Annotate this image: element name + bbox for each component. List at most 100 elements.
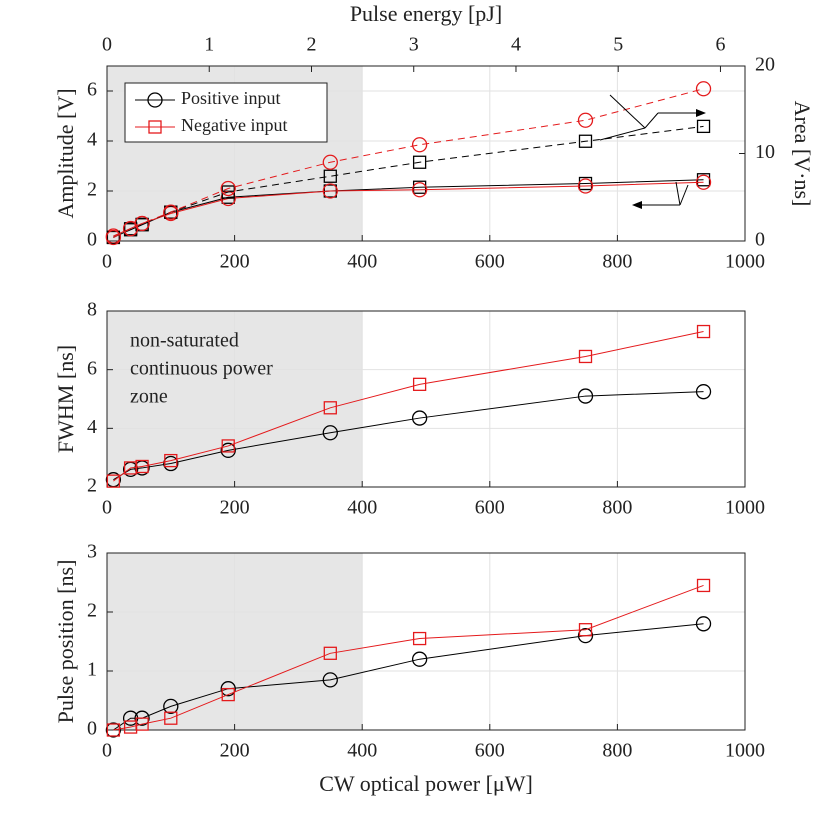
x-tick-label: 600 (475, 740, 505, 762)
x-tick-label: 200 (220, 497, 250, 519)
marker (135, 717, 149, 731)
marker (696, 324, 711, 339)
marker (163, 698, 179, 715)
marker (695, 174, 712, 190)
marker (578, 623, 593, 637)
marker (322, 154, 338, 170)
x2-tick-label: 6 (715, 34, 725, 56)
marker (577, 178, 594, 194)
marker (106, 723, 121, 737)
x-label: CW optical power [μW] (319, 771, 533, 796)
annotation-arrows (599, 94, 706, 209)
y-tick-label: 0 (87, 718, 97, 740)
x-tick-label: 800 (602, 497, 632, 519)
legend-box (124, 82, 328, 143)
marker (411, 137, 428, 153)
marker (696, 119, 711, 134)
legend-label: Negative input (181, 115, 287, 135)
marker (134, 710, 150, 726)
marker (696, 578, 711, 593)
marker (322, 425, 338, 441)
marker (105, 722, 122, 738)
y-tick-label: 2 (87, 600, 97, 622)
x2-tick-label: 3 (409, 34, 419, 56)
x-tick-label: 0 (102, 251, 112, 273)
y2-tick-label: 10 (755, 141, 775, 163)
series-line (113, 391, 704, 481)
y-tick-label: 2 (87, 179, 97, 201)
marker (220, 180, 236, 197)
marker (135, 459, 149, 474)
plot-frame (106, 552, 746, 731)
y-tick-label: 3 (87, 541, 97, 563)
marker (412, 631, 427, 646)
y-label: Amplitude [V] (53, 88, 78, 218)
annotation: continuous power (130, 358, 273, 380)
annotation: non-saturated (130, 330, 239, 352)
annotation: zone (130, 386, 168, 408)
series-line (113, 179, 704, 238)
y-tick-label: 8 (87, 299, 97, 321)
marker (163, 455, 179, 472)
y-tick-label: 1 (87, 659, 97, 681)
x2-tick-label: 4 (511, 34, 521, 56)
marker (323, 401, 337, 415)
marker (163, 204, 179, 220)
marker (164, 711, 178, 725)
x-tick-label: 0 (102, 497, 112, 519)
marker (221, 687, 235, 702)
x-tick-label: 200 (220, 740, 250, 762)
marker (411, 182, 428, 198)
marker (106, 230, 121, 245)
marker (134, 215, 150, 232)
series-line (113, 88, 704, 238)
x-tick-label: 1000 (725, 740, 765, 762)
x-tick-label: 1000 (725, 497, 765, 519)
marker (323, 169, 337, 183)
plot-frame (106, 65, 746, 242)
marker (164, 453, 178, 468)
marker (322, 672, 338, 688)
marker (695, 384, 712, 400)
y-tick-label: 2 (87, 475, 97, 497)
series-line (113, 125, 704, 238)
marker (220, 442, 236, 458)
x-tick-label: 800 (602, 251, 632, 273)
x2-tick-label: 0 (102, 34, 112, 56)
x-tick-label: 400 (347, 497, 377, 519)
legend-marker (148, 120, 162, 134)
x2-tick-label: 5 (613, 34, 623, 56)
marker (412, 377, 427, 391)
y-tick-label: 4 (87, 416, 97, 438)
x-tick-label: 0 (102, 740, 112, 762)
series-line (113, 331, 704, 482)
x-tick-label: 200 (220, 251, 250, 273)
x2-tick-label: 2 (306, 34, 316, 56)
x2-label: Pulse energy [pJ] (350, 1, 502, 26)
y-tick-label: 0 (87, 229, 97, 251)
marker (578, 349, 593, 364)
y-tick-label: 6 (87, 357, 97, 379)
marker (577, 627, 594, 644)
x-tick-label: 1000 (725, 251, 765, 273)
marker (220, 681, 236, 697)
plot-frame (106, 310, 746, 488)
marker (577, 112, 594, 128)
legend-marker (147, 92, 163, 108)
x-tick-label: 400 (347, 251, 377, 273)
y-tick-label: 6 (87, 79, 97, 101)
marker (412, 155, 427, 169)
x-tick-label: 600 (475, 497, 505, 519)
marker (106, 474, 121, 488)
y2-label: Area [V·ns] (790, 101, 815, 207)
x-tick-label: 400 (347, 740, 377, 762)
marker (411, 410, 428, 426)
x-tick-label: 600 (475, 251, 505, 273)
marker (411, 651, 428, 667)
y2-tick-label: 20 (755, 54, 775, 76)
marker (578, 134, 593, 148)
y-tick-label: 4 (87, 129, 97, 151)
marker (105, 229, 122, 246)
